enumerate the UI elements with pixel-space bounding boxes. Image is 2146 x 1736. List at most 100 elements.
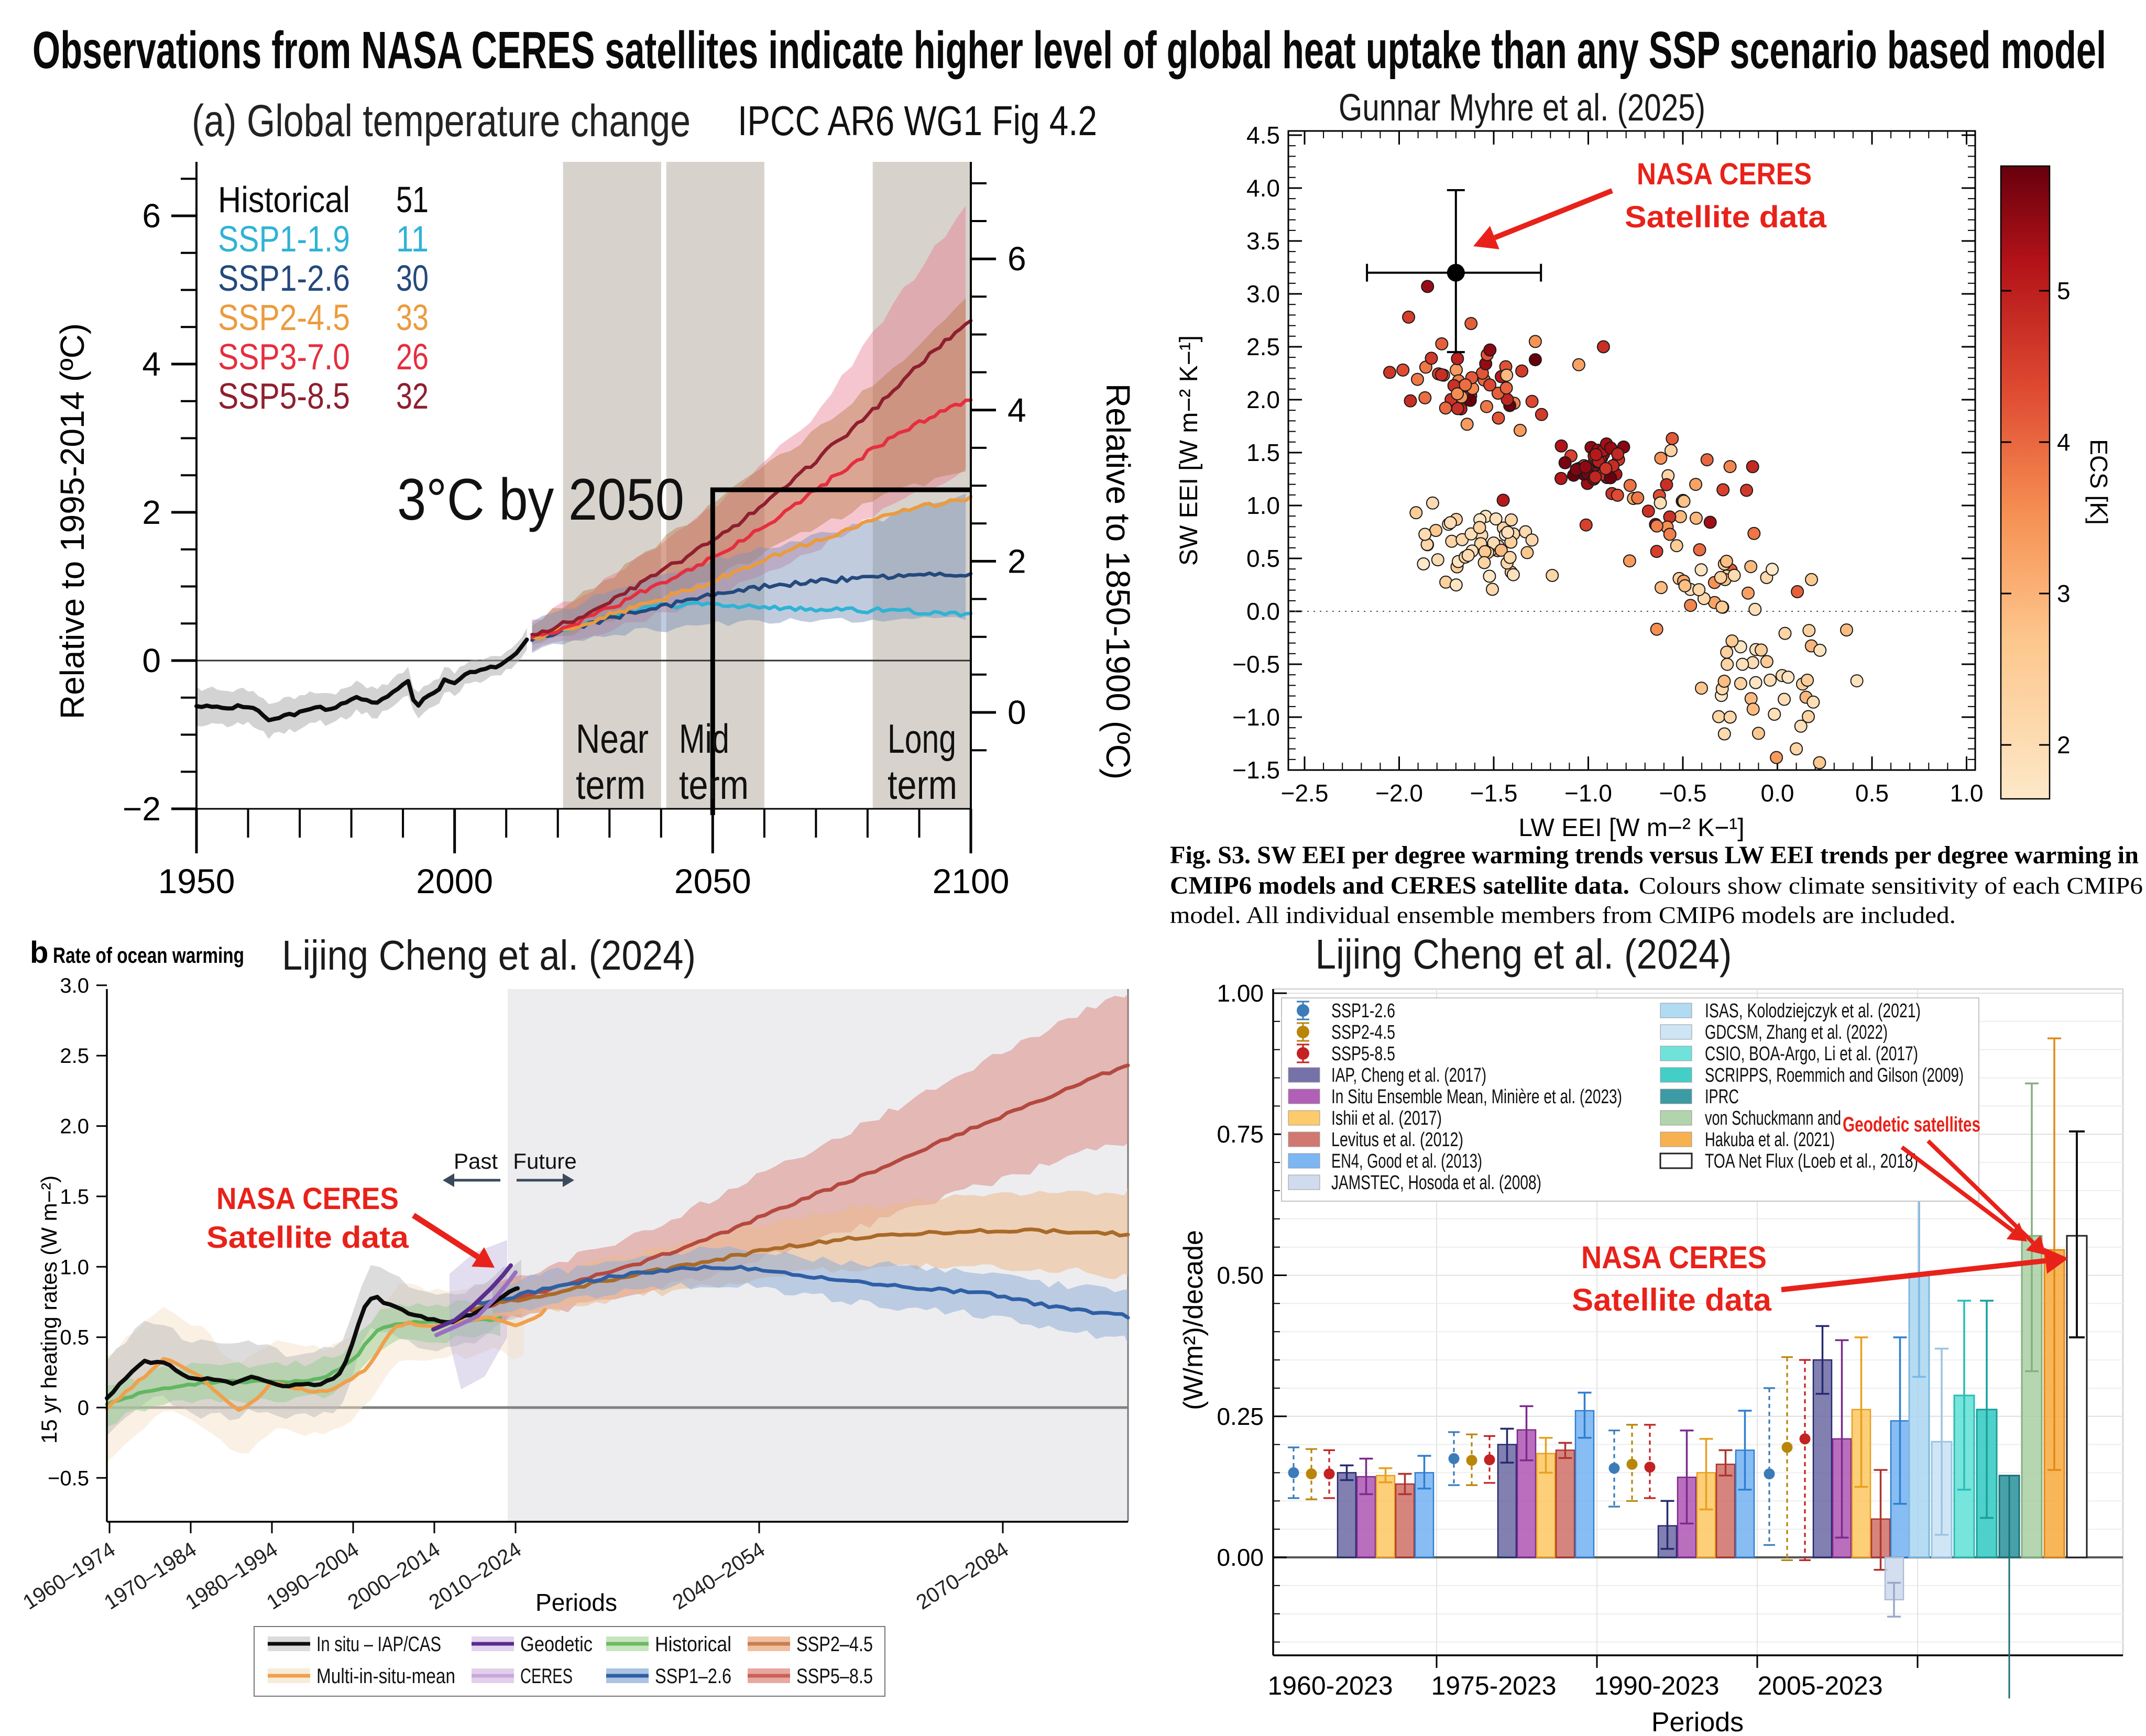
- svg-text:SSP2–4.5: SSP2–4.5: [796, 1633, 873, 1656]
- svg-text:3: 3: [2057, 580, 2071, 607]
- svg-text:Geodetic satellites: Geodetic satellites: [1843, 1113, 1980, 1136]
- svg-text:SSP5–8.5: SSP5–8.5: [796, 1665, 873, 1688]
- svg-text:Long: Long: [888, 716, 956, 762]
- svg-text:0.50: 0.50: [1217, 1262, 1264, 1289]
- svg-text:In Situ Ensemble Mean, Minière: In Situ Ensemble Mean, Minière et al. (2…: [1331, 1086, 1622, 1108]
- svg-text:2000: 2000: [416, 862, 493, 900]
- svg-text:ISAS, Kolodziejczyk et al. (20: ISAS, Kolodziejczyk et al. (2021): [1705, 1000, 1921, 1022]
- svg-text:NASA CERES: NASA CERES: [1581, 1240, 1767, 1275]
- svg-text:Relative to 1850-1900 (ºC): Relative to 1850-1900 (ºC): [1099, 383, 1137, 779]
- svg-text:Multi-in-situ-mean: Multi-in-situ-mean: [316, 1665, 455, 1688]
- svg-text:Observations from NASA CERES s: Observations from NASA CERES satellites …: [32, 21, 2106, 80]
- svg-text:1990-2023: 1990-2023: [1594, 1671, 1719, 1700]
- svg-text:Ishii et al. (2017): Ishii et al. (2017): [1331, 1107, 1442, 1129]
- svg-text:term: term: [679, 762, 749, 808]
- svg-text:IPRC: IPRC: [1705, 1086, 1739, 1108]
- svg-text:Hakuba et al. (2021): Hakuba et al. (2021): [1705, 1129, 1835, 1151]
- svg-text:SSP1–2.6: SSP1–2.6: [655, 1665, 731, 1688]
- svg-text:5: 5: [2057, 277, 2071, 304]
- svg-text:1975-2023: 1975-2023: [1431, 1671, 1556, 1700]
- svg-text:Mid: Mid: [679, 716, 729, 762]
- svg-text:30: 30: [396, 258, 429, 299]
- svg-text:Lijing Cheng et al. (2024): Lijing Cheng et al. (2024): [282, 932, 696, 979]
- svg-text:33: 33: [396, 297, 429, 338]
- svg-text:Geodetic: Geodetic: [520, 1633, 593, 1656]
- svg-text:−1.0: −1.0: [1564, 779, 1612, 807]
- svg-text:0.75: 0.75: [1217, 1120, 1264, 1148]
- svg-text:Rate of ocean warming: Rate of ocean warming: [53, 943, 244, 968]
- svg-text:Future: Future: [513, 1149, 576, 1173]
- svg-text:6: 6: [142, 197, 161, 235]
- svg-text:Levitus et al. (2012): Levitus et al. (2012): [1331, 1129, 1463, 1151]
- svg-text:SSP1-2.6: SSP1-2.6: [218, 258, 350, 299]
- svg-text:Gunnar Myhre et al. (2025): Gunnar Myhre et al. (2025): [1339, 87, 1705, 129]
- svg-text:term: term: [576, 762, 645, 808]
- svg-text:0.25: 0.25: [1217, 1403, 1264, 1430]
- svg-text:2: 2: [2057, 731, 2071, 759]
- svg-text:1.0: 1.0: [60, 1256, 89, 1279]
- svg-text:SSP2-4.5: SSP2-4.5: [218, 297, 350, 338]
- svg-text:CSIO, BOA-Argo, Li et al. (201: CSIO, BOA-Argo, Li et al. (2017): [1705, 1043, 1918, 1065]
- svg-text:(W/m²)/decade: (W/m²)/decade: [1178, 1230, 1209, 1410]
- svg-text:SW EEI [W m−² K−¹]: SW EEI [W m−² K−¹]: [1175, 335, 1203, 566]
- svg-text:von Schuckmann and: von Schuckmann and: [1705, 1107, 1841, 1129]
- svg-text:Historical: Historical: [655, 1633, 731, 1656]
- svg-text:Relative to 1995-2014 (ºC): Relative to 1995-2014 (ºC): [53, 323, 91, 719]
- svg-text:IAP, Cheng et al. (2017): IAP, Cheng et al. (2017): [1331, 1064, 1486, 1086]
- svg-text:−2: −2: [123, 790, 161, 828]
- svg-text:2050: 2050: [674, 862, 751, 900]
- svg-text:15 yr heating rates (W m−²): 15 yr heating rates (W m−²): [37, 1175, 61, 1444]
- svg-text:0.0: 0.0: [1246, 598, 1280, 625]
- svg-text:0: 0: [1008, 694, 1026, 731]
- svg-text:6: 6: [1008, 240, 1026, 278]
- svg-text:1.0: 1.0: [1950, 779, 1984, 807]
- svg-text:Historical: Historical: [218, 179, 350, 220]
- svg-text:Fig. S3. SW EEI per degree war: Fig. S3. SW EEI per degree warming trend…: [1170, 841, 2139, 869]
- svg-text:IPCC AR6 WG1 Fig 4.2: IPCC AR6 WG1 Fig 4.2: [738, 97, 1097, 144]
- svg-text:GDCSM, Zhang et al. (2022): GDCSM, Zhang et al. (2022): [1705, 1021, 1888, 1043]
- svg-text:51: 51: [396, 179, 429, 220]
- svg-text:1.5: 1.5: [1246, 439, 1280, 466]
- svg-text:−1.5: −1.5: [1232, 756, 1280, 784]
- svg-text:2005-2023: 2005-2023: [1757, 1671, 1882, 1700]
- svg-text:SSP5-8.5: SSP5-8.5: [218, 376, 350, 416]
- svg-text:1.5: 1.5: [60, 1185, 89, 1208]
- svg-text:0.5: 0.5: [1855, 779, 1889, 807]
- svg-text:SSP3-7.0: SSP3-7.0: [218, 336, 350, 377]
- svg-text:Satellite data: Satellite data: [206, 1221, 409, 1255]
- svg-text:3°C by 2050: 3°C by 2050: [397, 467, 684, 532]
- svg-text:−1.0: −1.0: [1232, 704, 1280, 731]
- svg-text:4: 4: [142, 345, 161, 383]
- svg-text:Periods: Periods: [535, 1589, 617, 1616]
- svg-text:1960-2023: 1960-2023: [1267, 1671, 1393, 1700]
- svg-text:0.5: 0.5: [1246, 545, 1280, 572]
- svg-text:0: 0: [78, 1397, 89, 1420]
- svg-text:(a) Global temperature change: (a) Global temperature change: [192, 96, 691, 146]
- svg-text:3.0: 3.0: [1246, 280, 1280, 307]
- svg-text:Near: Near: [576, 716, 649, 762]
- svg-text:4.0: 4.0: [1246, 174, 1280, 202]
- svg-text:SSP2-4.5: SSP2-4.5: [1331, 1021, 1395, 1043]
- svg-text:11: 11: [396, 218, 429, 259]
- svg-text:b: b: [30, 936, 48, 970]
- svg-text:2.0: 2.0: [60, 1115, 89, 1138]
- svg-text:0.00: 0.00: [1217, 1544, 1264, 1571]
- svg-text:Lijing Cheng et al. (2024): Lijing Cheng et al. (2024): [1316, 931, 1732, 977]
- svg-text:2.0: 2.0: [1246, 386, 1280, 413]
- svg-text:2: 2: [142, 493, 161, 531]
- svg-text:LW EEI [W m−² K−¹]: LW EEI [W m−² K−¹]: [1518, 814, 1744, 842]
- svg-text:−2.5: −2.5: [1281, 779, 1329, 807]
- svg-text:4: 4: [2057, 428, 2071, 456]
- svg-text:3.5: 3.5: [1246, 227, 1280, 255]
- svg-text:Colours show climate sensitivi: Colours show climate sensitivity of each…: [1639, 872, 2143, 899]
- svg-text:Satellite data: Satellite data: [1625, 200, 1827, 234]
- svg-text:JAMSTEC, Hosoda et al. (2008): JAMSTEC, Hosoda et al. (2008): [1331, 1172, 1541, 1194]
- svg-text:−1.5: −1.5: [1470, 779, 1518, 807]
- svg-text:−0.5: −0.5: [1232, 651, 1280, 678]
- svg-text:2: 2: [1008, 542, 1026, 580]
- svg-text:SSP5-8.5: SSP5-8.5: [1331, 1043, 1395, 1065]
- svg-text:TOA Net Flux (Loeb et al., 201: TOA Net Flux (Loeb et al., 2018): [1705, 1150, 1918, 1172]
- svg-text:Past: Past: [454, 1149, 498, 1173]
- svg-text:−0.5: −0.5: [1659, 779, 1707, 807]
- svg-text:2.5: 2.5: [60, 1045, 89, 1068]
